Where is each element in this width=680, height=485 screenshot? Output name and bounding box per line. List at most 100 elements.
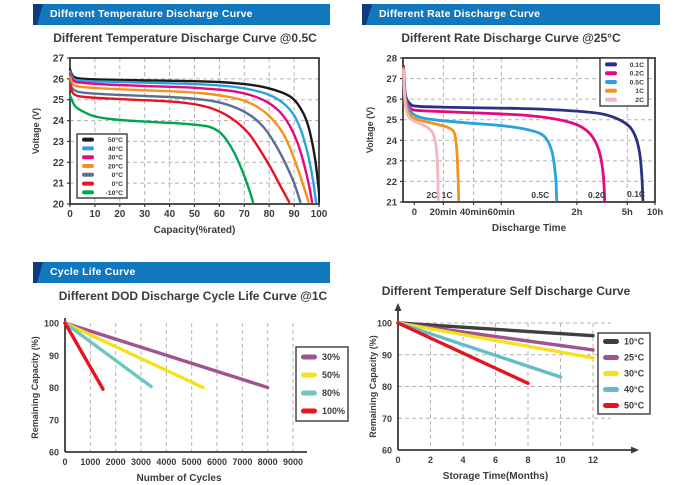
svg-text:50%: 50% [322,370,340,380]
svg-text:4: 4 [460,455,465,465]
svg-text:28: 28 [386,54,397,65]
series-100% [63,321,105,391]
svg-text:-10°C: -10°C [106,189,124,197]
y-axis-label: Remaining Capacity (%) [368,335,378,438]
chart-canvas-self-discharge: 0 2 4 6 8 10 12 60 70 80 90 100 Storage Time(Months)… [368,303,680,485]
svg-text:22: 22 [386,177,397,188]
svg-text:8000: 8000 [258,457,278,467]
svg-text:80: 80 [264,209,276,220]
svg-text:40°C: 40°C [624,385,645,395]
svg-text:80: 80 [382,382,392,392]
svg-text:4000: 4000 [156,457,176,467]
svg-text:30°C: 30°C [108,154,123,162]
svg-text:90: 90 [49,351,59,361]
svg-text:60: 60 [49,448,59,458]
series-50% [63,321,205,390]
svg-text:60: 60 [382,446,392,456]
series [63,321,270,391]
svg-text:30%: 30% [322,352,340,362]
svg-text:100: 100 [311,209,328,220]
series-0°C [69,83,291,204]
svg-text:100: 100 [44,319,59,329]
svg-text:20: 20 [114,209,126,220]
svg-text:25°C: 25°C [624,353,645,363]
svg-text:30°C: 30°C [624,369,645,379]
svg-text:50: 50 [189,209,201,220]
svg-text:24: 24 [386,136,397,147]
grid [403,58,655,202]
banner-accent-shape [33,4,44,25]
svg-text:10h: 10h [647,207,664,218]
svg-text:8: 8 [525,455,530,465]
series-80% [63,321,153,389]
axes [64,318,307,453]
svg-text:40min: 40min [460,207,488,218]
tick-labels: 0 10 20 30 40 50 60 70 80 90 100 20 21 22 23 24 25 26 27 [53,54,328,221]
chart-title: Different Rate Discharge Curve @25°C [401,31,621,45]
svg-text:20: 20 [53,200,65,211]
svg-text:60: 60 [214,209,226,220]
svg-text:27: 27 [386,74,397,85]
svg-text:90: 90 [382,350,392,360]
svg-text:0.1C: 0.1C [627,189,645,199]
rate_discharge-svg: 2C 1C 0.5C 0.2C 0.1C0 20min 40min 60min 2h 5h 10h2… [365,54,664,235]
series-0°C [69,80,302,204]
svg-text:22: 22 [53,158,65,169]
svg-text:70: 70 [49,415,59,425]
series-50°C [396,321,530,386]
svg-text:5h: 5h [622,207,633,218]
svg-text:0: 0 [67,209,73,220]
svg-text:2C: 2C [427,190,438,200]
svg-text:7000: 7000 [232,457,252,467]
banner-cycle-life: Cycle Life Curve [33,262,330,283]
y-axis-label: Voltage (V) [31,108,41,154]
chart-canvas-rate-discharge: 2C 1C 0.5C 0.2C 0.1C 0 20min 40min 60min 2h 5h 10h 2… [360,50,680,253]
y-axis-label: Voltage (V) [365,107,375,153]
svg-text:40: 40 [164,209,176,220]
axes [67,57,320,207]
svg-text:50°C: 50°C [108,136,123,144]
tick-labels: 0 1000 2000 3000 4000 5000 6000 7000 8000 9000 60 7… [44,319,303,468]
legend: 0.1C 0.2C0.5C 1C 2C [599,57,649,107]
chart-title: Different Temperature Self Discharge Cur… [381,284,631,298]
svg-text:1C: 1C [635,88,644,95]
chart-dod-cycle-life: Different DOD Discharge Cycle Life Curve… [28,286,358,485]
y-axis-label: Remaining Capacity (%) [30,336,40,439]
banner-accent-shape [362,4,373,25]
banner-label: Different Rate Discharge Curve [379,8,541,20]
annotations: 2C 1C 0.5C 0.2C 0.1C [427,189,646,200]
series [69,68,320,204]
svg-text:20°C: 20°C [108,162,123,170]
svg-text:1C: 1C [442,190,453,200]
series-30% [63,321,270,390]
svg-text:6: 6 [493,455,498,465]
temp_discharge-svg: 0 10 20 30 40 50 60 70 80 90 100 20 21 22 23 24 25 26 27 Ca… [31,54,328,237]
banner-label: Different Temperature Discharge Curve [50,8,253,20]
x-axis-label: Number of Cycles [136,473,221,484]
svg-text:2C: 2C [635,97,644,104]
tick-labels: 0 2 4 6 8 10 12 60 70 80 90 100 [377,319,598,466]
banner-label: Cycle Life Curve [50,266,136,278]
svg-text:25: 25 [53,95,65,106]
chart-canvas-temperature-discharge: 0 10 20 30 40 50 60 70 80 90 100 20 21 22 23 24 25 26 27 Ca… [28,50,342,253]
series--10°C [69,94,255,204]
series-30°C [396,321,595,360]
svg-text:2h: 2h [571,207,582,218]
svg-text:9000: 9000 [283,457,303,467]
series-20°C [69,75,310,204]
chart-title: Different DOD Discharge Cycle Life Curve… [58,289,328,303]
series-40°C [69,70,318,204]
x-axis-label: Discharge Time [492,223,567,234]
series [402,64,645,202]
axes [394,303,639,454]
chart-self-discharge: Different Temperature Self Discharge Cur… [368,281,680,485]
legend: 10°C 25°C 30°C 40°C 50°C [597,332,651,415]
svg-text:12: 12 [588,455,598,465]
svg-text:100: 100 [377,319,392,329]
svg-text:0: 0 [395,455,400,465]
svg-text:24: 24 [53,116,65,127]
svg-text:26: 26 [53,74,65,85]
svg-text:0°C: 0°C [112,171,123,179]
banner-accent-shape [33,262,44,283]
